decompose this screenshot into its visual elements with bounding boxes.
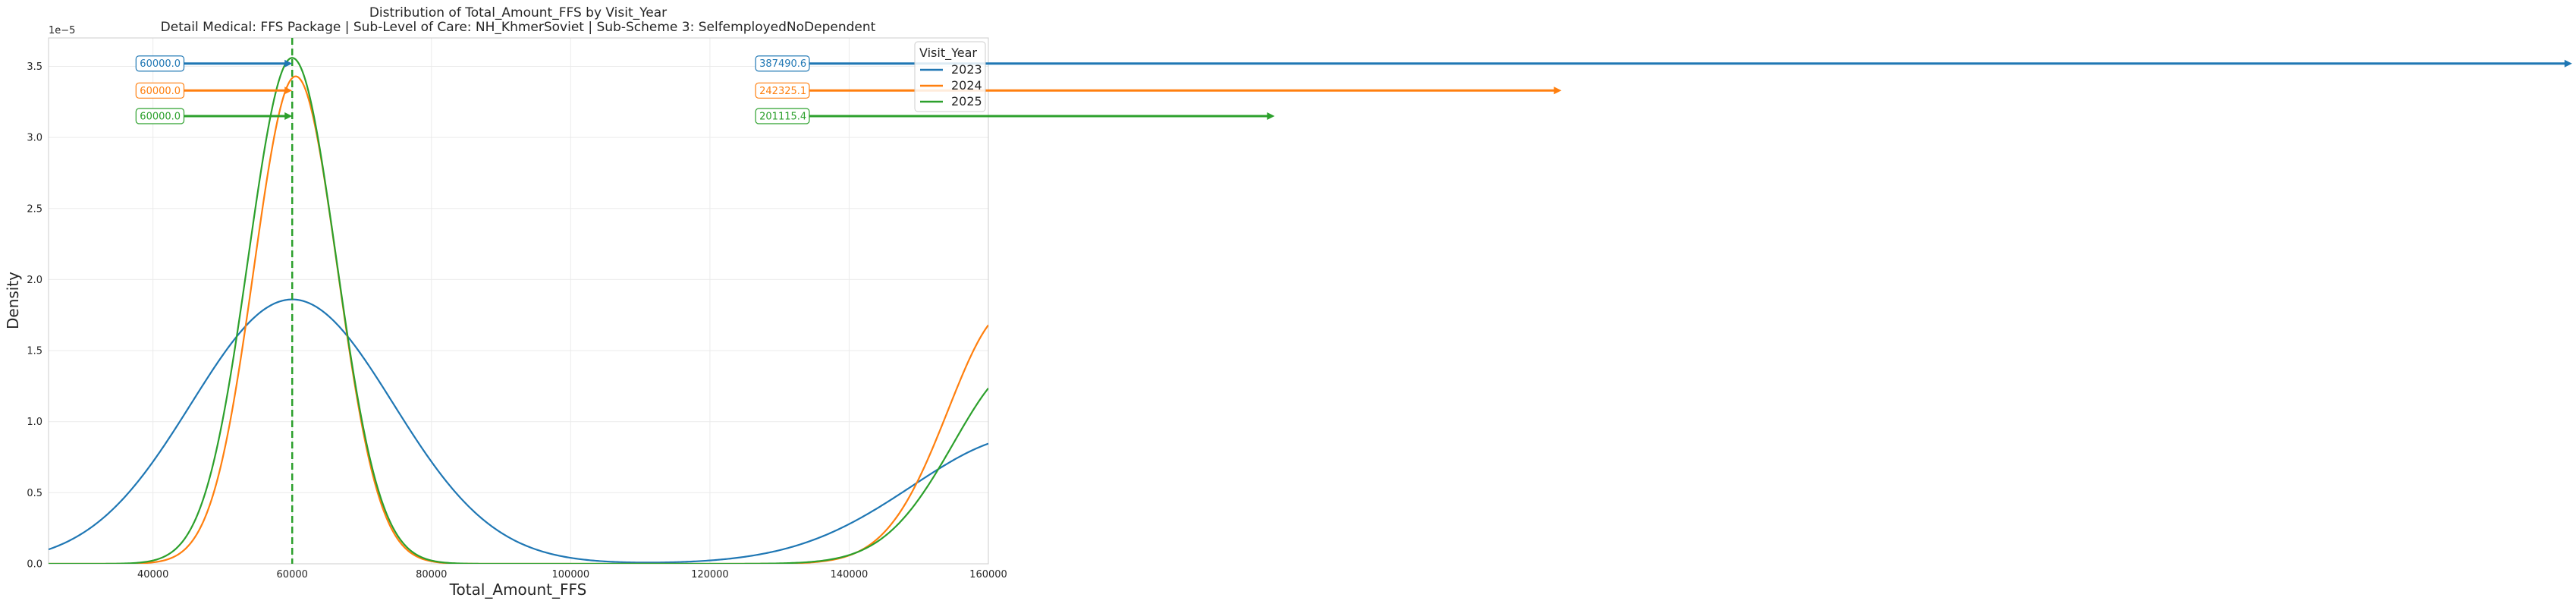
y-tick-label: 3.0 bbox=[27, 133, 42, 144]
y-tick-label: 2.0 bbox=[27, 275, 42, 286]
legend-label-2024: 2024 bbox=[951, 78, 982, 93]
legend-frame bbox=[914, 41, 986, 112]
y-tick-label: 1.5 bbox=[27, 346, 42, 357]
density-curves bbox=[49, 57, 988, 564]
y-tick-label: 1.0 bbox=[27, 417, 42, 428]
annotations: 60000.0 387490.6 60000.0 242325.1 60000.0 201… bbox=[135, 55, 2572, 124]
y-axis-label: Density bbox=[4, 272, 22, 329]
y-axis-ticks: 0.0 0.5 1.0 1.5 2.0 2.5 3.0 3.5 bbox=[27, 61, 42, 571]
x-tick-label: 160000 bbox=[969, 569, 1007, 580]
y-tick-label: 3.5 bbox=[27, 61, 42, 73]
x-tick-label: 40000 bbox=[137, 569, 168, 580]
right-label-2024: 242325.1 bbox=[759, 86, 806, 97]
density-line-2023 bbox=[49, 298, 988, 564]
chart-subtitle: Detail Medical: FFS Package | Sub-Level … bbox=[161, 20, 876, 35]
x-tick-label: 120000 bbox=[691, 569, 729, 580]
annotation-arrow-head bbox=[284, 59, 293, 68]
annotation-arrow-head bbox=[284, 112, 293, 121]
x-axis-ticks: 40000 60000 80000 100000 120000 140000 160000 bbox=[137, 569, 1007, 580]
legend-title: Visit_Year bbox=[919, 46, 977, 61]
chart-title: Distribution of Total_Amount_FFS by Visi… bbox=[369, 5, 667, 20]
x-tick-label: 60000 bbox=[277, 569, 308, 580]
annotation-arrow-head bbox=[1267, 112, 1275, 121]
y-tick-label: 0.5 bbox=[27, 488, 42, 499]
left-label-2025: 60000.0 bbox=[140, 112, 181, 123]
right-label-2023: 387490.6 bbox=[759, 58, 806, 70]
density-line-2024 bbox=[49, 75, 988, 564]
legend-label-2025: 2025 bbox=[951, 94, 982, 109]
left-label-2023: 60000.0 bbox=[140, 58, 181, 70]
x-axis-label: Total_Amount_FFS bbox=[449, 580, 587, 599]
x-tick-label: 80000 bbox=[416, 569, 447, 580]
annotation-arrow-head bbox=[284, 87, 293, 95]
grid-lines bbox=[49, 38, 989, 565]
y-tick-label: 0.0 bbox=[27, 559, 42, 571]
x-tick-label: 140000 bbox=[831, 569, 869, 580]
x-tick-label: 100000 bbox=[552, 569, 590, 580]
density-line-2025 bbox=[49, 57, 988, 564]
left-label-2024: 60000.0 bbox=[140, 86, 181, 97]
right-label-2025: 201115.4 bbox=[759, 112, 806, 123]
legend-label-2023: 2023 bbox=[951, 62, 982, 77]
annotation-arrow-head bbox=[2564, 59, 2572, 68]
y-tick-label: 2.5 bbox=[27, 203, 42, 215]
annotation-arrow-head bbox=[1553, 87, 1562, 95]
y-scale-label: 1e−5 bbox=[49, 25, 75, 36]
